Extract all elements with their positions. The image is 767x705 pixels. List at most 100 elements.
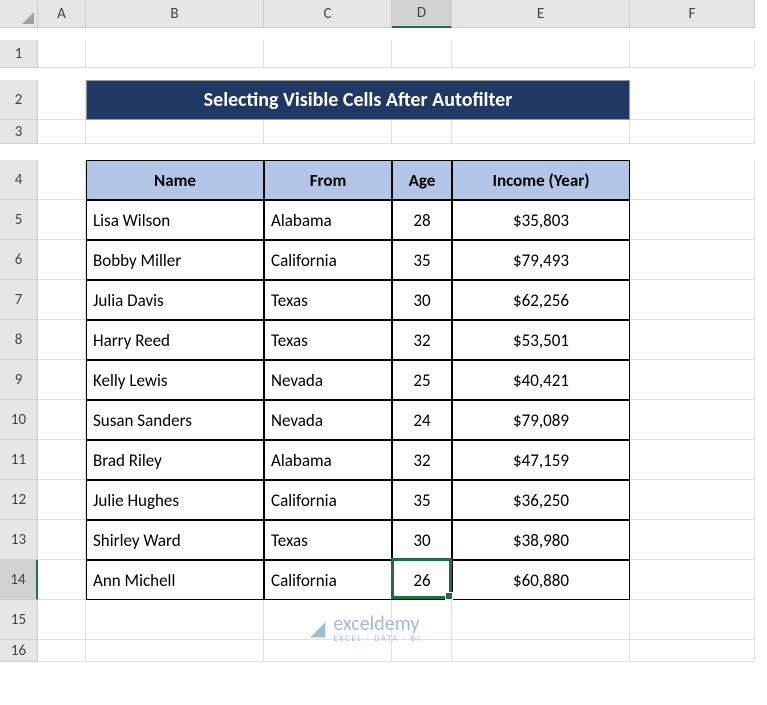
- row-header-3[interactable]: 3: [0, 120, 38, 144]
- cell-age-9[interactable]: 25: [392, 360, 452, 400]
- cell-from-5[interactable]: Alabama: [264, 200, 392, 240]
- row-header-14[interactable]: 14: [0, 560, 38, 600]
- row-header-6[interactable]: 6: [0, 240, 38, 280]
- cell-income-9[interactable]: $40,421: [452, 360, 630, 400]
- cell-income-6[interactable]: $79,493: [452, 240, 630, 280]
- cell-name-13[interactable]: Shirley Ward: [86, 520, 264, 560]
- cell-name-8[interactable]: Harry Reed: [86, 320, 264, 360]
- cell-name-14[interactable]: Ann Michell: [86, 560, 264, 600]
- cell-a8[interactable]: [38, 320, 86, 360]
- cell-f15[interactable]: [630, 600, 755, 640]
- cell-f3[interactable]: [630, 120, 755, 144]
- cell-a11[interactable]: [38, 440, 86, 480]
- cell-a14[interactable]: [38, 560, 86, 600]
- col-header-a[interactable]: A: [38, 0, 86, 28]
- cell-d1[interactable]: [392, 40, 452, 68]
- cell-income-8[interactable]: $53,501: [452, 320, 630, 360]
- cell-c3[interactable]: [264, 120, 392, 144]
- row-header-1[interactable]: 1: [0, 40, 38, 68]
- cell-f6[interactable]: [630, 240, 755, 280]
- cell-b3[interactable]: [86, 120, 264, 144]
- col-header-f[interactable]: F: [630, 0, 755, 28]
- cell-from-6[interactable]: California: [264, 240, 392, 280]
- cell-income-10[interactable]: $79,089: [452, 400, 630, 440]
- row-header-7[interactable]: 7: [0, 280, 38, 320]
- row-header-8[interactable]: 8: [0, 320, 38, 360]
- cell-e15[interactable]: [452, 600, 630, 640]
- cell-f9[interactable]: [630, 360, 755, 400]
- cell-from-8[interactable]: Texas: [264, 320, 392, 360]
- cell-a4[interactable]: [38, 160, 86, 200]
- cell-income-14[interactable]: $60,880: [452, 560, 630, 600]
- cell-income-13[interactable]: $38,980: [452, 520, 630, 560]
- cell-age-5[interactable]: 28: [392, 200, 452, 240]
- table-header-name[interactable]: Name: [86, 160, 264, 200]
- cell-f14[interactable]: [630, 560, 755, 600]
- col-header-e[interactable]: E: [452, 0, 630, 28]
- row-header-13[interactable]: 13: [0, 520, 38, 560]
- cell-from-13[interactable]: Texas: [264, 520, 392, 560]
- cell-age-12[interactable]: 35: [392, 480, 452, 520]
- table-header-income[interactable]: Income (Year): [452, 160, 630, 200]
- cell-a13[interactable]: [38, 520, 86, 560]
- row-header-10[interactable]: 10: [0, 400, 38, 440]
- row-header-12[interactable]: 12: [0, 480, 38, 520]
- cell-name-10[interactable]: Susan Sanders: [86, 400, 264, 440]
- cell-f1[interactable]: [630, 40, 755, 68]
- row-header-5[interactable]: 5: [0, 200, 38, 240]
- cell-a10[interactable]: [38, 400, 86, 440]
- cell-a7[interactable]: [38, 280, 86, 320]
- cell-f5[interactable]: [630, 200, 755, 240]
- cell-a1[interactable]: [38, 40, 86, 68]
- cell-f4[interactable]: [630, 160, 755, 200]
- cell-name-5[interactable]: Lisa Wilson: [86, 200, 264, 240]
- cell-a16[interactable]: [38, 640, 86, 662]
- row-header-11[interactable]: 11: [0, 440, 38, 480]
- cell-from-9[interactable]: Nevada: [264, 360, 392, 400]
- cell-a2[interactable]: [38, 80, 86, 120]
- cell-e3[interactable]: [452, 120, 630, 144]
- cell-name-7[interactable]: Julia Davis: [86, 280, 264, 320]
- row-header-2[interactable]: 2: [0, 80, 38, 120]
- cell-from-12[interactable]: California: [264, 480, 392, 520]
- cell-from-14[interactable]: California: [264, 560, 392, 600]
- cell-from-7[interactable]: Texas: [264, 280, 392, 320]
- select-all-corner[interactable]: [0, 0, 38, 28]
- cell-age-13[interactable]: 30: [392, 520, 452, 560]
- cell-f8[interactable]: [630, 320, 755, 360]
- spreadsheet-grid[interactable]: A B C D E F 1 2 Selecting Visible Cells …: [0, 0, 767, 680]
- cell-b15[interactable]: [86, 600, 264, 640]
- title-cell[interactable]: Selecting Visible Cells After Autofilter: [86, 80, 630, 120]
- cell-a3[interactable]: [38, 120, 86, 144]
- cell-income-5[interactable]: $35,803: [452, 200, 630, 240]
- cell-f12[interactable]: [630, 480, 755, 520]
- cell-income-12[interactable]: $36,250: [452, 480, 630, 520]
- cell-age-6[interactable]: 35: [392, 240, 452, 280]
- col-header-c[interactable]: C: [264, 0, 392, 28]
- cell-f11[interactable]: [630, 440, 755, 480]
- cell-e16[interactable]: [452, 640, 630, 662]
- cell-name-6[interactable]: Bobby Miller: [86, 240, 264, 280]
- cell-d3[interactable]: [392, 120, 452, 144]
- cell-age-14[interactable]: 26: [392, 560, 452, 600]
- row-header-9[interactable]: 9: [0, 360, 38, 400]
- cell-f2[interactable]: [630, 80, 755, 120]
- cell-e1[interactable]: [452, 40, 630, 68]
- col-header-b[interactable]: B: [86, 0, 264, 28]
- cell-a5[interactable]: [38, 200, 86, 240]
- cell-a15[interactable]: [38, 600, 86, 640]
- cell-a9[interactable]: [38, 360, 86, 400]
- table-header-age[interactable]: Age: [392, 160, 452, 200]
- cell-from-10[interactable]: Nevada: [264, 400, 392, 440]
- cell-income-7[interactable]: $62,256: [452, 280, 630, 320]
- cell-name-11[interactable]: Brad Riley: [86, 440, 264, 480]
- cell-age-8[interactable]: 32: [392, 320, 452, 360]
- cell-age-10[interactable]: 24: [392, 400, 452, 440]
- row-header-15[interactable]: 15: [0, 600, 38, 640]
- table-header-from[interactable]: From: [264, 160, 392, 200]
- cell-a12[interactable]: [38, 480, 86, 520]
- cell-f10[interactable]: [630, 400, 755, 440]
- cell-c1[interactable]: [264, 40, 392, 68]
- cell-name-9[interactable]: Kelly Lewis: [86, 360, 264, 400]
- cell-age-11[interactable]: 32: [392, 440, 452, 480]
